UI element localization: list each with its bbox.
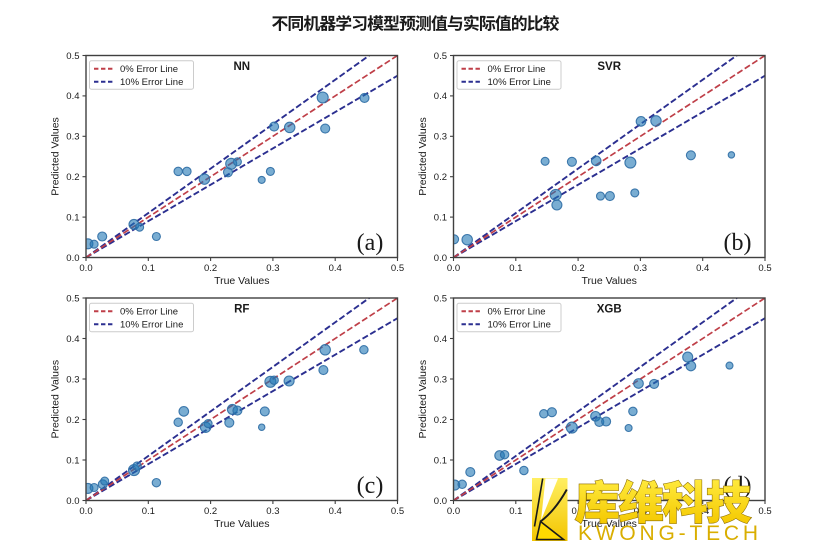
svg-text:0.1: 0.1: [142, 263, 155, 274]
svg-text:0.2: 0.2: [571, 263, 584, 274]
svg-text:0.1: 0.1: [509, 263, 522, 274]
svg-text:0.3: 0.3: [266, 506, 279, 517]
svg-text:XGB: XGB: [597, 304, 622, 316]
svg-text:0% Error Line: 0% Error Line: [488, 64, 546, 75]
svg-text:0% Error Line: 0% Error Line: [120, 307, 178, 318]
svg-text:10% Error Line: 10% Error Line: [120, 320, 183, 331]
svg-text:0% Error Line: 0% Error Line: [488, 307, 546, 318]
svg-text:0.4: 0.4: [329, 263, 342, 274]
svg-text:True Values: True Values: [214, 518, 269, 530]
svg-text:0.3: 0.3: [66, 132, 79, 143]
svg-text:0.0: 0.0: [66, 253, 79, 264]
svg-text:0.4: 0.4: [66, 91, 79, 102]
svg-text:0.5: 0.5: [758, 506, 771, 517]
svg-text:RF: RF: [234, 304, 249, 316]
svg-text:Predicted Values: Predicted Values: [417, 117, 429, 196]
svg-text:0.2: 0.2: [66, 415, 79, 426]
svg-text:10% Error Line: 10% Error Line: [488, 320, 551, 331]
svg-text:0.5: 0.5: [66, 51, 79, 62]
svg-text:0.3: 0.3: [66, 374, 79, 385]
svg-text:0.1: 0.1: [434, 455, 447, 466]
svg-text:Predicted Values: Predicted Values: [50, 360, 62, 439]
svg-text:0.0: 0.0: [447, 263, 460, 274]
svg-text:0.2: 0.2: [66, 172, 79, 183]
svg-text:0.5: 0.5: [391, 506, 404, 517]
svg-text:0.2: 0.2: [204, 506, 217, 517]
svg-text:0.2: 0.2: [204, 263, 217, 274]
svg-text:KWONG-TECH: KWONG-TECH: [578, 522, 762, 545]
svg-text:10% Error Line: 10% Error Line: [120, 77, 183, 88]
svg-text:0.4: 0.4: [66, 334, 79, 345]
svg-text:Predicted Values: Predicted Values: [50, 117, 62, 196]
svg-text:0.1: 0.1: [434, 212, 447, 223]
svg-text:0.0: 0.0: [79, 263, 92, 274]
svg-text:NN: NN: [233, 61, 250, 73]
svg-text:True Values: True Values: [581, 275, 636, 287]
svg-text:0.3: 0.3: [634, 263, 647, 274]
svg-text:0.5: 0.5: [391, 263, 404, 274]
svg-text:(c): (c): [357, 473, 384, 499]
svg-text:0.4: 0.4: [434, 334, 447, 345]
svg-text:0.3: 0.3: [266, 263, 279, 274]
svg-text:0.1: 0.1: [66, 455, 79, 466]
svg-text:0.1: 0.1: [509, 506, 522, 517]
svg-text:True Values: True Values: [214, 275, 269, 287]
svg-text:0% Error Line: 0% Error Line: [120, 64, 178, 75]
svg-text:(b): (b): [724, 230, 752, 256]
svg-text:0.1: 0.1: [66, 212, 79, 223]
svg-text:0.5: 0.5: [758, 263, 771, 274]
svg-text:0.3: 0.3: [434, 374, 447, 385]
svg-text:0.4: 0.4: [434, 91, 447, 102]
svg-text:0.0: 0.0: [66, 496, 79, 507]
svg-text:0.0: 0.0: [79, 506, 92, 517]
svg-text:0.4: 0.4: [329, 506, 342, 517]
svg-text:10% Error Line: 10% Error Line: [488, 77, 551, 88]
svg-text:0.5: 0.5: [434, 51, 447, 62]
svg-text:0.5: 0.5: [434, 293, 447, 304]
svg-text:0.2: 0.2: [434, 415, 447, 426]
svg-text:Predicted Values: Predicted Values: [417, 360, 429, 439]
svg-text:(a): (a): [357, 230, 384, 256]
svg-text:0.3: 0.3: [434, 132, 447, 143]
svg-text:0.2: 0.2: [434, 172, 447, 183]
svg-text:SVR: SVR: [597, 61, 621, 73]
svg-text:0.0: 0.0: [434, 253, 447, 264]
svg-text:0.5: 0.5: [66, 293, 79, 304]
svg-text:0.4: 0.4: [696, 263, 709, 274]
svg-text:0.1: 0.1: [142, 506, 155, 517]
svg-text:0.0: 0.0: [434, 496, 447, 507]
svg-text:0.0: 0.0: [447, 506, 460, 517]
